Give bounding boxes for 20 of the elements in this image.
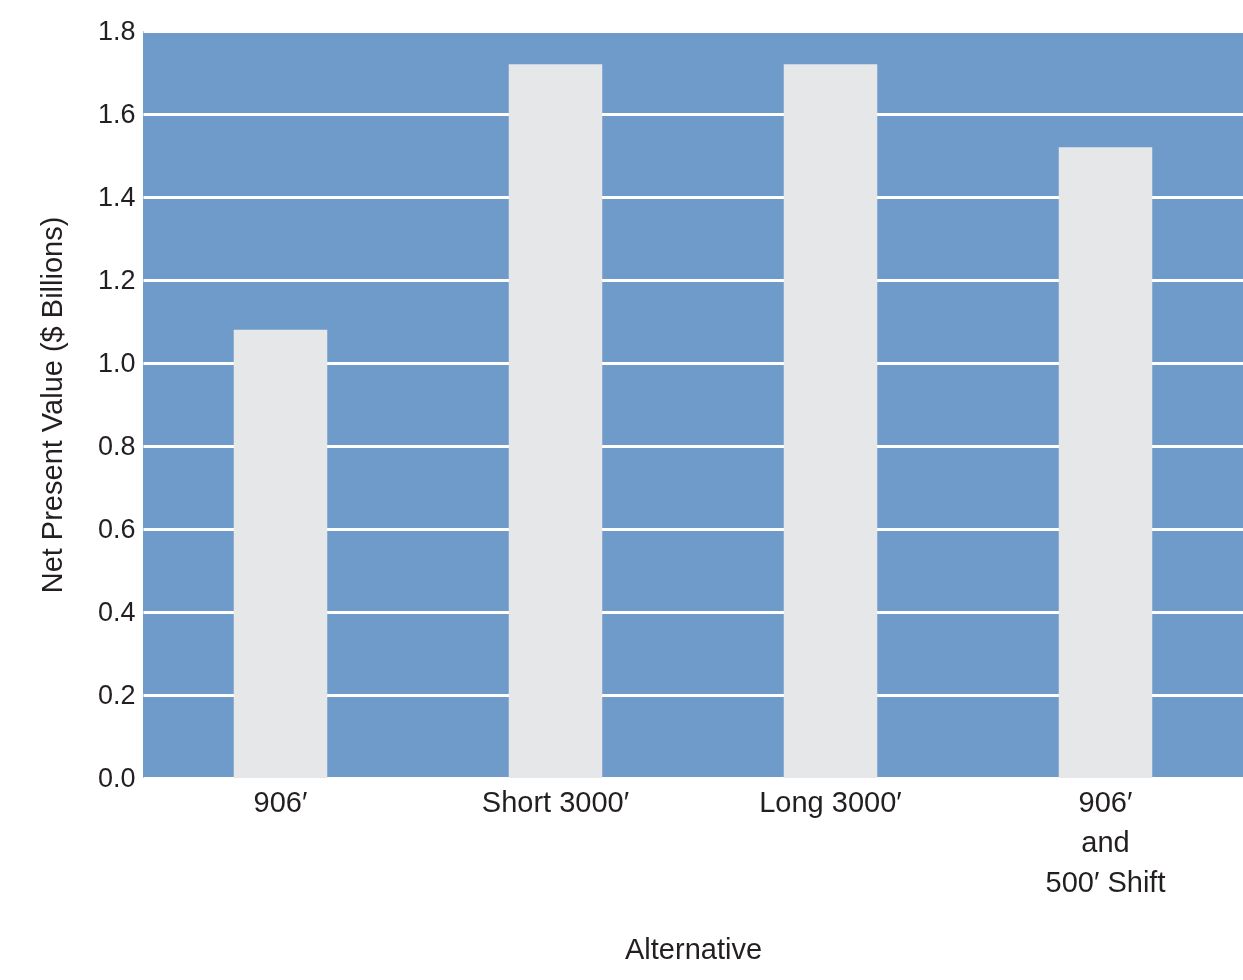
- x-tick-label: 906′ and 500′ Shift: [1045, 785, 1166, 898]
- x-axis-title: Alternative: [624, 932, 763, 965]
- x-tick-label: Short 3000′: [481, 785, 630, 818]
- y-tick-label: 0.8: [97, 430, 136, 461]
- y-tick-label: 1.2: [97, 264, 136, 295]
- y-tick-label: 0.4: [97, 596, 136, 627]
- bar: [233, 329, 328, 778]
- y-axis-title: Net Present Value ($ Billions): [35, 216, 68, 594]
- y-tick-label: 1.6: [97, 98, 136, 129]
- y-tick-label: 0.0: [97, 762, 136, 793]
- y-tick-label: 1.0: [97, 347, 136, 378]
- y-tick-label: 0.2: [97, 679, 136, 710]
- x-tick-label: 906′: [253, 785, 308, 818]
- x-tick-label: Long 3000′: [759, 785, 902, 818]
- bar: [508, 64, 603, 778]
- y-tick-label: 0.6: [97, 513, 136, 544]
- y-tick-label: 1.4: [97, 181, 136, 212]
- bar: [1058, 147, 1153, 778]
- bar: [783, 64, 878, 778]
- y-tick-label: 1.8: [97, 15, 136, 46]
